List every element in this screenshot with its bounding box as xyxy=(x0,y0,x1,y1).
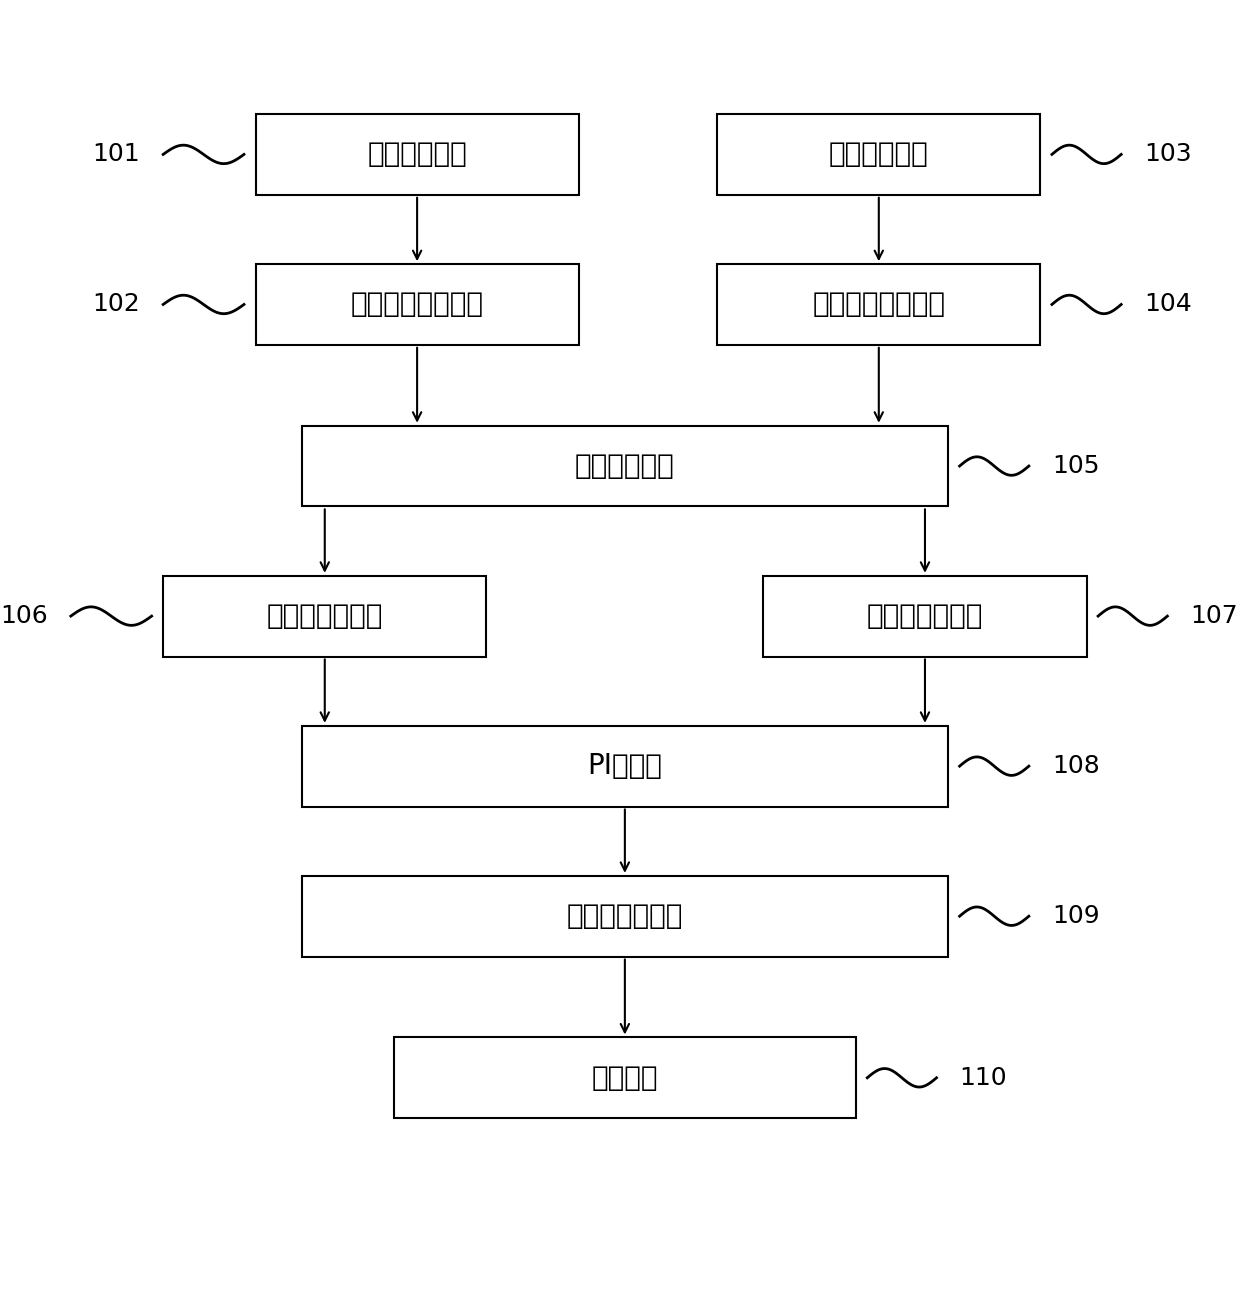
Text: 第一低通滤波器: 第一低通滤波器 xyxy=(267,603,383,630)
Text: 第二低通滤波器: 第二低通滤波器 xyxy=(867,603,983,630)
Text: 102: 102 xyxy=(92,293,140,316)
Text: 转矩获取单元: 转矩获取单元 xyxy=(367,140,467,168)
Text: 角度获取单元: 角度获取单元 xyxy=(828,140,929,168)
Text: PI控制器: PI控制器 xyxy=(588,752,662,780)
Text: 旋转变换单元: 旋转变换单元 xyxy=(575,452,675,481)
FancyBboxPatch shape xyxy=(255,264,579,345)
FancyBboxPatch shape xyxy=(301,726,949,806)
FancyBboxPatch shape xyxy=(717,114,1040,194)
Text: 108: 108 xyxy=(1052,754,1100,779)
FancyBboxPatch shape xyxy=(394,1037,856,1119)
Text: 107: 107 xyxy=(1190,604,1238,628)
Text: 纹波角度构造单元: 纹波角度构造单元 xyxy=(812,290,945,319)
Text: 110: 110 xyxy=(960,1066,1007,1090)
Text: 103: 103 xyxy=(1145,142,1192,167)
Text: 104: 104 xyxy=(1145,293,1192,316)
Text: 前馈单元: 前馈单元 xyxy=(591,1064,658,1092)
Text: 105: 105 xyxy=(1052,454,1100,478)
FancyBboxPatch shape xyxy=(164,575,486,656)
FancyBboxPatch shape xyxy=(717,264,1040,345)
FancyBboxPatch shape xyxy=(764,575,1086,656)
Text: 反旋转变换单元: 反旋转变换单元 xyxy=(567,902,683,930)
Text: 109: 109 xyxy=(1052,905,1100,928)
Text: 电流分量计算单元: 电流分量计算单元 xyxy=(351,290,484,319)
FancyBboxPatch shape xyxy=(301,425,949,507)
Text: 101: 101 xyxy=(93,142,140,167)
FancyBboxPatch shape xyxy=(301,876,949,957)
FancyBboxPatch shape xyxy=(255,114,579,194)
Text: 106: 106 xyxy=(0,604,48,628)
